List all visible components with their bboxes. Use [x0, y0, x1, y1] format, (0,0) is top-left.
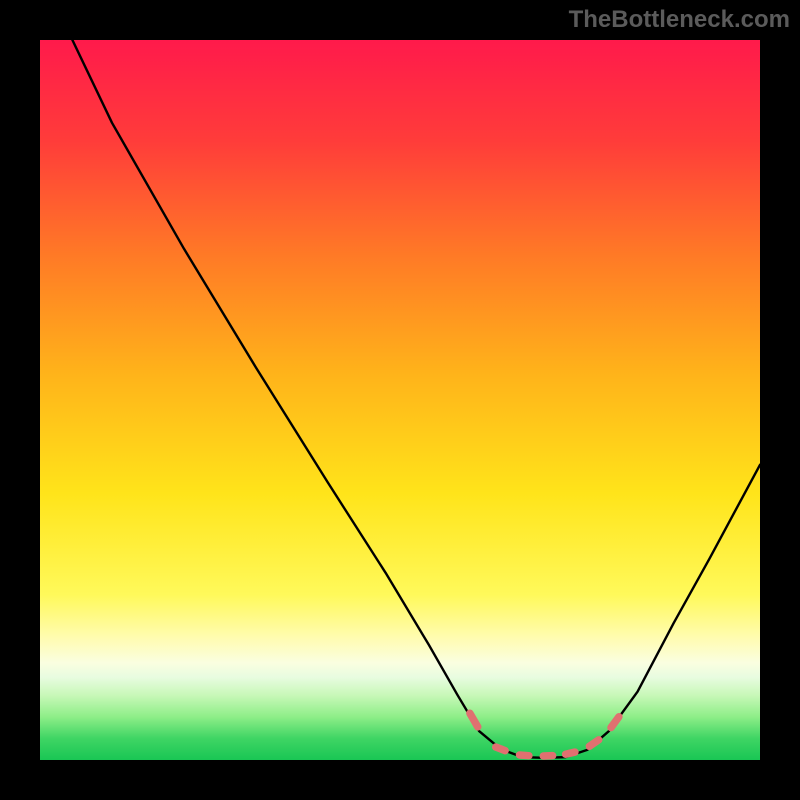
chart-frame: TheBottleneck.com	[0, 0, 800, 800]
watermark-label: TheBottleneck.com	[569, 6, 790, 34]
plot-area	[40, 40, 760, 760]
gradient-background	[40, 40, 760, 760]
